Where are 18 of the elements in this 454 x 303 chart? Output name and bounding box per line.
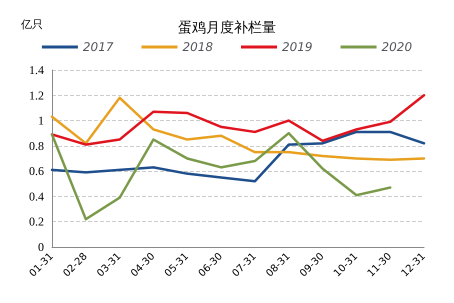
line-series xyxy=(50,96,426,162)
y-tick-label: 0 xyxy=(38,240,44,254)
legend-label: 2019 xyxy=(282,40,313,54)
legend-label: 2018 xyxy=(182,40,214,54)
y-tick-label: 0.8 xyxy=(29,138,44,153)
line-series xyxy=(50,94,426,146)
y-tick-label: 1.2 xyxy=(29,88,44,102)
y-tick-label: 0.4 xyxy=(29,189,44,204)
y-tick-label: 1.4 xyxy=(29,63,44,77)
y-tick-label: 1 xyxy=(38,114,44,128)
chart-title: 蛋鸡月度补栏量 xyxy=(178,20,276,36)
y-tick-label: 0.2 xyxy=(29,214,44,229)
y-tick-label: 0.6 xyxy=(29,164,44,178)
line-series xyxy=(50,130,426,183)
y-axis-title: 亿只 xyxy=(20,18,43,31)
line-series xyxy=(50,132,392,220)
legend-label: 2020 xyxy=(382,40,412,54)
legend-label: 2017 xyxy=(82,40,114,54)
